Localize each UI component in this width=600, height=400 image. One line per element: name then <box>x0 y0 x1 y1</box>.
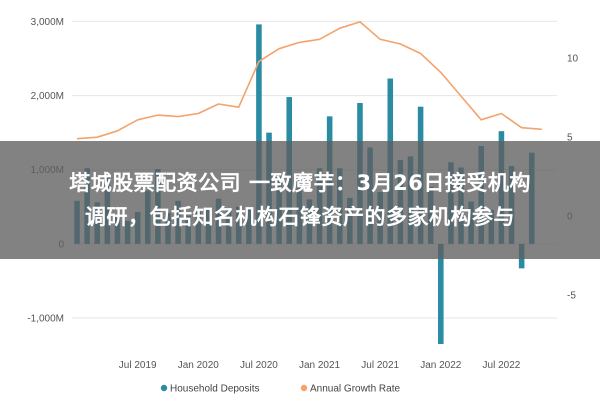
headline-line-2: 调研，包括知名机构石锋资产的多家机构参与 <box>85 205 515 229</box>
x-tick-label: Jul 2019 <box>119 360 157 371</box>
x-tick-label: Jan 2022 <box>420 360 462 371</box>
x-tick-label: Jul 2022 <box>483 360 521 371</box>
left-tick-label: -1,000M <box>27 314 64 325</box>
x-axis: Jul 2019 Jan 2020 Jul 2020 Jan 2021 Jul 2021… <box>119 360 521 371</box>
legend: Household Deposits Annual Growth Rate <box>160 384 400 395</box>
right-tick-label: 5 <box>567 133 573 144</box>
x-tick-label: Jul 2020 <box>240 360 278 371</box>
legend-label-household-deposits: Household Deposits <box>170 384 260 395</box>
annual-growth-line <box>77 21 542 140</box>
legend-marker-household-deposits <box>160 384 168 392</box>
headline-banner: 塔城股票配资公司 一致魔芋：3月26日接受机构 调研，包括知名机构石锋资产的多家… <box>0 141 600 259</box>
right-tick-label: -5 <box>567 291 576 302</box>
right-tick-label: 10 <box>567 54 579 65</box>
annual-growth-rate-line <box>77 21 542 140</box>
bar <box>438 243 444 344</box>
legend-marker-annual-growth-rate <box>300 384 308 392</box>
headline-line-1: 塔城股票配资公司 一致魔芋：3月26日接受机构 <box>69 171 531 195</box>
x-tick-label: Jul 2021 <box>361 360 399 371</box>
x-tick-label: Jan 2021 <box>299 360 341 371</box>
x-tick-label: Jan 2020 <box>178 360 220 371</box>
left-tick-label: 3,000M <box>31 17 64 28</box>
legend-label-annual-growth-rate: Annual Growth Rate <box>310 384 400 395</box>
left-tick-label: 2,000M <box>31 91 64 102</box>
bar <box>256 24 262 244</box>
